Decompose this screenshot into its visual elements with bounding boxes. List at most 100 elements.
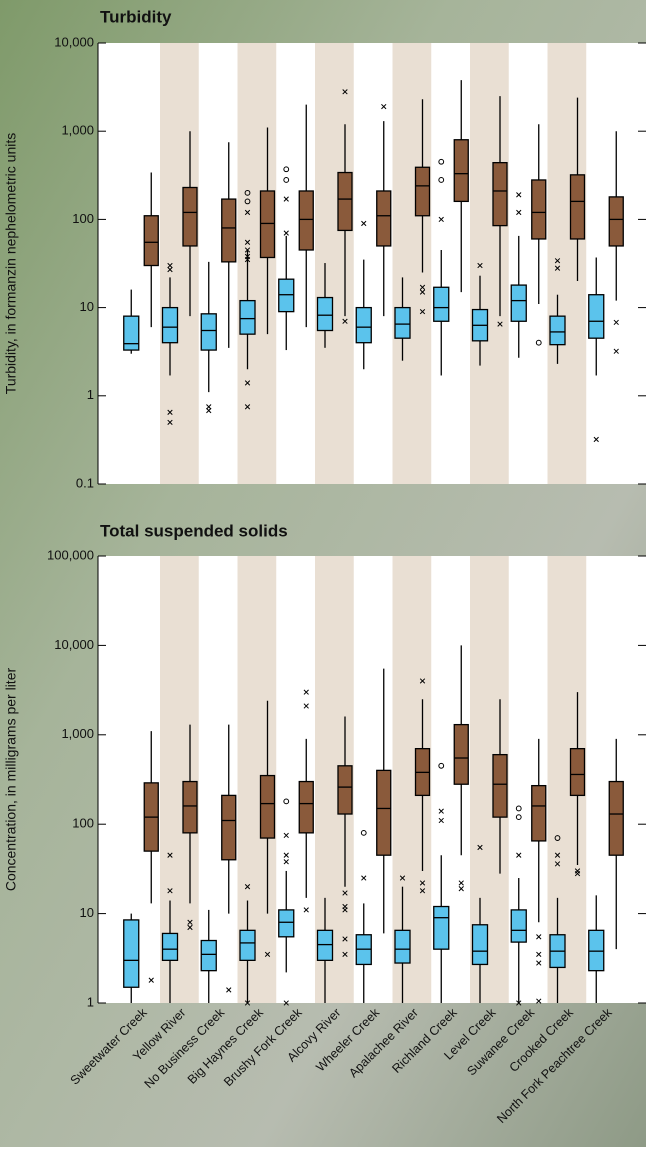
box [259, 774, 276, 839]
outlier-x [361, 220, 367, 227]
outlier-x [497, 321, 503, 327]
outlier-x [361, 875, 367, 881]
band [237, 43, 277, 484]
band [160, 556, 199, 1003]
outlier-x [342, 318, 348, 324]
y-tick-label: 1 [87, 994, 94, 1009]
outlier-x [244, 884, 251, 890]
outlier-x [206, 407, 212, 414]
outlier-x [419, 284, 426, 290]
outlier-x [477, 262, 483, 269]
y-tick-label: 10,000 [54, 34, 94, 49]
band [547, 43, 587, 484]
outlier-x [554, 861, 561, 867]
outlier-x [458, 880, 464, 886]
outlier-x [419, 888, 426, 894]
outlier-x [244, 404, 251, 410]
band [470, 43, 509, 484]
outlier-o [438, 158, 445, 165]
y-tick-label: 100 [72, 816, 94, 831]
chart-title: Turbidity [100, 7, 172, 26]
box [569, 174, 586, 240]
box [221, 198, 237, 263]
outlier-x [283, 230, 289, 236]
y-tick-label: 1,000 [61, 123, 94, 138]
outlier-o [244, 189, 251, 196]
box [492, 161, 508, 227]
outlier-x [303, 703, 309, 709]
band [392, 43, 432, 484]
box [221, 794, 237, 861]
y-tick-label: 10 [80, 299, 94, 314]
outlier-x [438, 216, 444, 223]
outlier-o [515, 805, 522, 812]
box [394, 929, 411, 964]
box [298, 190, 314, 251]
box [143, 215, 159, 267]
box [161, 306, 179, 344]
outlier-x [419, 678, 426, 684]
band [315, 43, 354, 484]
outlier-x [516, 1000, 522, 1006]
box [549, 315, 566, 346]
box [123, 315, 140, 351]
outlier-x [283, 832, 289, 839]
outlier-o [283, 166, 290, 173]
box [510, 284, 527, 322]
y-tick-label: 1 [87, 387, 94, 402]
box [569, 747, 586, 797]
outlier-x [458, 886, 464, 892]
outlier-x [244, 1000, 251, 1006]
box [278, 909, 295, 938]
box [298, 780, 314, 834]
outlier-x [613, 348, 619, 354]
outlier-x [516, 852, 522, 858]
outlier-x [613, 319, 619, 326]
outlier-x [399, 875, 406, 881]
box [123, 919, 140, 988]
outlier-x [303, 689, 309, 695]
outlier-x [187, 924, 193, 931]
y-tick-label: 0.1 [76, 475, 94, 490]
outlier-x [167, 262, 173, 269]
box [200, 939, 217, 972]
box [433, 905, 450, 950]
outlier-o [438, 177, 445, 183]
outlier-x [477, 844, 483, 851]
box [161, 932, 179, 961]
outlier-o [515, 814, 522, 821]
outlier-x [342, 936, 348, 942]
box [200, 313, 217, 351]
box [510, 909, 527, 943]
box [316, 296, 334, 332]
outlier-x [264, 951, 271, 958]
outlier-x [244, 239, 251, 245]
y-tick-label: 100,000 [47, 547, 94, 562]
box [394, 306, 411, 339]
band [160, 43, 199, 484]
outlier-x [536, 951, 542, 958]
outlier-o [360, 829, 367, 836]
outlier-x [244, 380, 251, 386]
outlier-x [419, 880, 426, 886]
outlier-x [516, 192, 522, 198]
outlier-x [342, 951, 348, 958]
outlier-x [303, 907, 309, 913]
outlier-x [167, 409, 173, 415]
box [376, 769, 392, 856]
outlier-x [283, 196, 289, 202]
outlier-x [516, 209, 522, 216]
box [414, 166, 431, 217]
box [531, 179, 547, 240]
y-axis-label: Turbidity, in formanzin nephelometric un… [3, 133, 19, 394]
box [492, 753, 508, 818]
outlier-x [283, 1000, 289, 1006]
outlier-o [535, 339, 542, 346]
outlier-x [536, 960, 542, 966]
outlier-x [167, 266, 173, 273]
y-tick-label: 1,000 [61, 726, 94, 741]
outlier-x [167, 888, 173, 894]
box [453, 723, 469, 785]
outlier-x [381, 103, 387, 110]
